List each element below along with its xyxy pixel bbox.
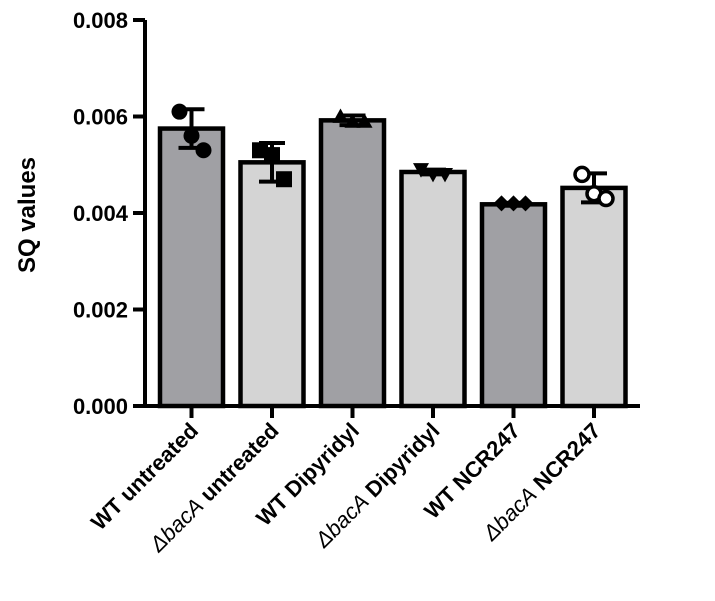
bar <box>157 126 226 409</box>
data-point <box>356 113 373 128</box>
bar <box>479 202 548 409</box>
y-tick-label: 0.002 <box>73 298 128 323</box>
y-tick-label: 0.008 <box>73 8 128 33</box>
bar <box>399 169 467 409</box>
data-point <box>171 103 188 120</box>
y-tick-label: 0.006 <box>73 105 128 130</box>
data-point <box>344 113 361 128</box>
data-point <box>183 127 200 144</box>
bars <box>157 118 628 409</box>
y-axis: 0.000 0.002 0.004 0.006 0.008 <box>73 8 147 419</box>
data-point <box>493 195 510 212</box>
data-point <box>264 147 280 164</box>
data-point <box>597 189 615 208</box>
y-tick-label: 0.004 <box>73 201 129 226</box>
bar <box>238 160 306 409</box>
data-point <box>517 195 534 212</box>
data-point <box>573 165 591 184</box>
data-point <box>425 168 441 183</box>
data-point <box>505 195 522 212</box>
data-point <box>195 142 212 159</box>
bar <box>318 118 387 409</box>
bar <box>560 185 628 409</box>
data-point <box>276 171 292 188</box>
y-axis-title: SQ values <box>14 157 41 273</box>
data-point <box>332 108 349 123</box>
data-point <box>413 163 429 178</box>
y-tick-label: 0.000 <box>73 394 128 419</box>
data-point <box>437 168 453 183</box>
data-points <box>171 103 615 212</box>
